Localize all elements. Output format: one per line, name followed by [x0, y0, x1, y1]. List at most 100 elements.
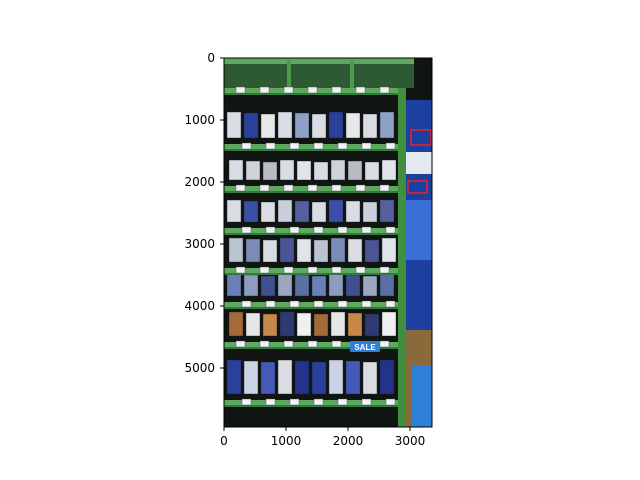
product-package	[328, 359, 344, 395]
price-tag	[331, 184, 342, 192]
product-package	[294, 200, 310, 223]
product-package	[294, 274, 310, 297]
price-tag	[307, 86, 318, 94]
product-package	[245, 312, 261, 337]
shelf-edge	[224, 302, 400, 307]
shelf-edge-shadow	[224, 405, 400, 407]
x-tick-label: 0	[220, 434, 228, 448]
product-package	[330, 237, 346, 263]
price-tag	[355, 266, 366, 274]
y-tick-label: 2000	[184, 175, 215, 189]
product-package	[379, 199, 395, 223]
product-package	[243, 112, 259, 139]
product-package	[381, 159, 397, 181]
product-package	[364, 239, 380, 263]
y-tick-label: 3000	[184, 237, 215, 251]
product-package	[313, 313, 329, 337]
price-tag	[283, 266, 294, 274]
product-package	[277, 273, 293, 297]
price-tag	[241, 300, 252, 308]
price-tag	[361, 142, 372, 150]
product-package	[362, 361, 378, 395]
price-tag	[355, 184, 366, 192]
price-tag	[331, 86, 342, 94]
product-package	[228, 237, 244, 263]
price-tag	[361, 300, 372, 308]
product-package	[260, 361, 276, 395]
product-package	[262, 313, 278, 337]
price-tag	[259, 266, 270, 274]
price-tag	[265, 226, 276, 234]
product-package	[243, 360, 259, 395]
x-tick-label: 3000	[395, 434, 426, 448]
product-package	[330, 159, 346, 181]
shelf-edge-shadow	[224, 347, 400, 349]
shelf-edge-shadow	[224, 93, 400, 95]
product-package	[379, 273, 395, 297]
price-tag	[283, 86, 294, 94]
price-tag	[265, 398, 276, 406]
price-tag	[361, 226, 372, 234]
price-tag	[235, 340, 246, 348]
price-tag	[265, 300, 276, 308]
price-tag	[289, 226, 300, 234]
price-tag	[337, 300, 348, 308]
price-tag	[265, 142, 276, 150]
y-tick-label: 1000	[184, 113, 215, 127]
shelf-edge	[224, 400, 400, 405]
product-package	[345, 200, 361, 223]
price-tag	[379, 184, 390, 192]
product-package	[243, 274, 259, 297]
right-endcap	[406, 100, 432, 427]
price-tag	[385, 226, 396, 234]
product-package	[245, 160, 261, 181]
price-tag	[385, 398, 396, 406]
price-tag	[331, 340, 342, 348]
product-package	[245, 238, 261, 263]
product-package	[347, 238, 363, 263]
shelf-edge-shadow	[224, 307, 400, 309]
sale-sign-text: SALE	[354, 343, 376, 352]
shelf-edge	[224, 228, 400, 233]
product-package	[226, 273, 242, 297]
price-tag	[379, 340, 390, 348]
price-tag	[241, 142, 252, 150]
product-package	[226, 359, 242, 395]
product-package	[262, 161, 278, 181]
product-package	[277, 359, 293, 395]
product-package	[296, 160, 312, 181]
product-package	[381, 237, 397, 263]
price-tag	[235, 184, 246, 192]
product-package	[381, 311, 397, 337]
price-tag	[331, 266, 342, 274]
shelf-edge-shadow	[224, 233, 400, 235]
product-package	[362, 275, 378, 297]
product-package	[277, 111, 293, 139]
shelf-photo: SALE	[224, 58, 432, 427]
product-package	[228, 311, 244, 337]
product-package	[345, 112, 361, 139]
shelf-edge-shadow	[224, 191, 400, 193]
product-package	[260, 201, 276, 223]
price-tag	[361, 398, 372, 406]
product-package	[279, 237, 295, 263]
product-package	[345, 274, 361, 297]
product-package	[294, 360, 310, 395]
y-tick-label: 5000	[184, 361, 215, 375]
price-tag	[313, 300, 324, 308]
price-tag	[259, 86, 270, 94]
upright-post-left	[287, 60, 291, 88]
price-tag	[289, 142, 300, 150]
product-package	[347, 312, 363, 337]
price-tag	[307, 184, 318, 192]
shelf-edge-shadow	[224, 273, 400, 275]
x-tick-label: 1000	[271, 434, 302, 448]
product-package	[311, 113, 327, 139]
price-tag	[283, 340, 294, 348]
shelf-edge-shadow	[224, 149, 400, 151]
price-tag	[241, 398, 252, 406]
product-package	[328, 199, 344, 223]
x-tick-label: 2000	[333, 434, 364, 448]
product-package	[379, 111, 395, 139]
